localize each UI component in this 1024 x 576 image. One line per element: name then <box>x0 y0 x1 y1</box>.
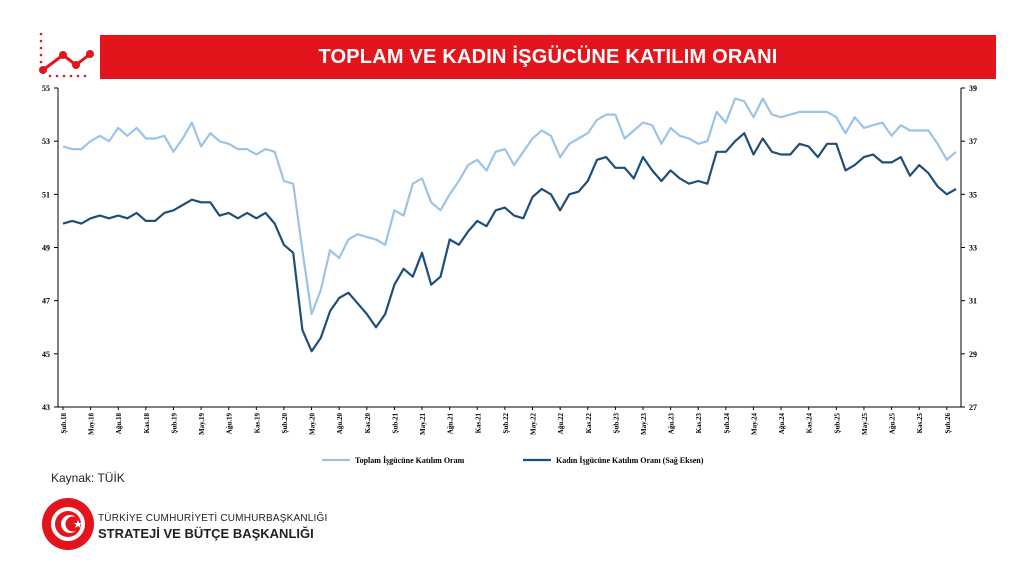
trend-logo-icon <box>39 32 94 78</box>
org-name-line2: STRATEJİ VE BÜTÇE BAŞKANLIĞI <box>98 526 314 541</box>
y-right-tick-label: 31 <box>969 297 977 306</box>
series-line-0 <box>62 97 957 316</box>
series-line-1 <box>62 132 957 353</box>
y-right-tick-label: 33 <box>969 244 977 253</box>
x-tick-label: Kas.23 <box>695 413 703 434</box>
y-left-tick-label: 47 <box>42 297 50 306</box>
y-left-tick-label: 43 <box>42 403 50 412</box>
y-left-tick-label: 49 <box>42 244 50 253</box>
x-tick-label: Kas.21 <box>474 413 482 434</box>
y-right-tick-label: 29 <box>969 350 977 359</box>
x-tick-label: Kas.19 <box>253 413 261 434</box>
x-tick-label: May.23 <box>640 413 648 435</box>
y-left-tick-label: 51 <box>42 190 50 199</box>
x-tick-label: Şub.26 <box>944 413 952 434</box>
x-tick-label: Ağu.21 <box>447 413 455 435</box>
x-tick-label: Ağu.20 <box>336 413 344 435</box>
x-tick-label: Ağu.25 <box>889 413 897 435</box>
x-tick-label: Ağu.22 <box>557 413 565 435</box>
chart-legend: Toplam İşgücüne Katılım Oranı Kadın İşgüc… <box>322 455 704 465</box>
title-banner <box>100 35 996 79</box>
x-tick-label: Kas.24 <box>806 413 814 434</box>
x-tick-label: May.19 <box>198 413 206 435</box>
source-note: Kaynak: TÜİK <box>51 471 125 485</box>
chart-ticks: 43 45 47 49 51 53 55 27 29 31 33 35 37 39 Şub.18 May.18… <box>42 84 977 435</box>
x-tick-label: Şub.24 <box>723 413 731 434</box>
sbb-seal-icon <box>42 498 94 550</box>
x-tick-label: May.18 <box>88 413 96 435</box>
x-tick-label: Kas.25 <box>916 413 924 434</box>
legend-label-1: Kadın İşgücüne Katılım Oranı (Sağ Eksen) <box>556 455 704 465</box>
x-tick-label: May.21 <box>419 413 427 435</box>
page-title: TOPLAM VE KADIN İŞGÜCÜNE KATILIM ORANI <box>318 46 778 68</box>
x-tick-label: Şub.23 <box>612 413 620 434</box>
y-left-tick-label: 45 <box>42 350 50 359</box>
x-tick-label: Kas.22 <box>585 413 593 434</box>
x-tick-label: Ağu.19 <box>226 413 234 435</box>
x-tick-label: Kas.20 <box>364 413 372 434</box>
x-tick-label: May.20 <box>309 413 317 435</box>
y-right-tick-label: 37 <box>969 137 977 146</box>
x-tick-label: Ağu.24 <box>778 413 786 435</box>
x-tick-label: Şub.25 <box>833 413 841 434</box>
y-right-tick-label: 27 <box>969 403 977 412</box>
x-tick-label: Ağu.23 <box>668 413 676 435</box>
x-tick-label: Şub.19 <box>170 413 178 434</box>
x-tick-label: May.25 <box>861 413 869 435</box>
chart-lines <box>62 97 957 353</box>
y-left-tick-label: 55 <box>42 84 50 93</box>
x-tick-label: Ağu.18 <box>115 413 123 435</box>
y-right-tick-label: 35 <box>969 190 977 199</box>
x-tick-label: Şub.20 <box>281 413 289 434</box>
legend-label-0: Toplam İşgücüne Katılım Oranı <box>355 455 465 465</box>
x-tick-label: Şub.22 <box>502 413 510 434</box>
x-tick-label: Şub.21 <box>391 413 399 434</box>
x-tick-label: May.22 <box>530 413 538 435</box>
y-right-tick-label: 39 <box>969 84 977 93</box>
x-tick-label: May.24 <box>750 413 758 435</box>
org-name-line1: TÜRKİYE CUMHURİYETİ CUMHURBAŞKANLIĞI <box>98 513 328 524</box>
chart-axes <box>57 88 962 408</box>
y-left-tick-label: 53 <box>42 137 50 146</box>
x-tick-label: Kas.18 <box>143 413 151 434</box>
x-tick-label: Şub.18 <box>60 413 68 434</box>
